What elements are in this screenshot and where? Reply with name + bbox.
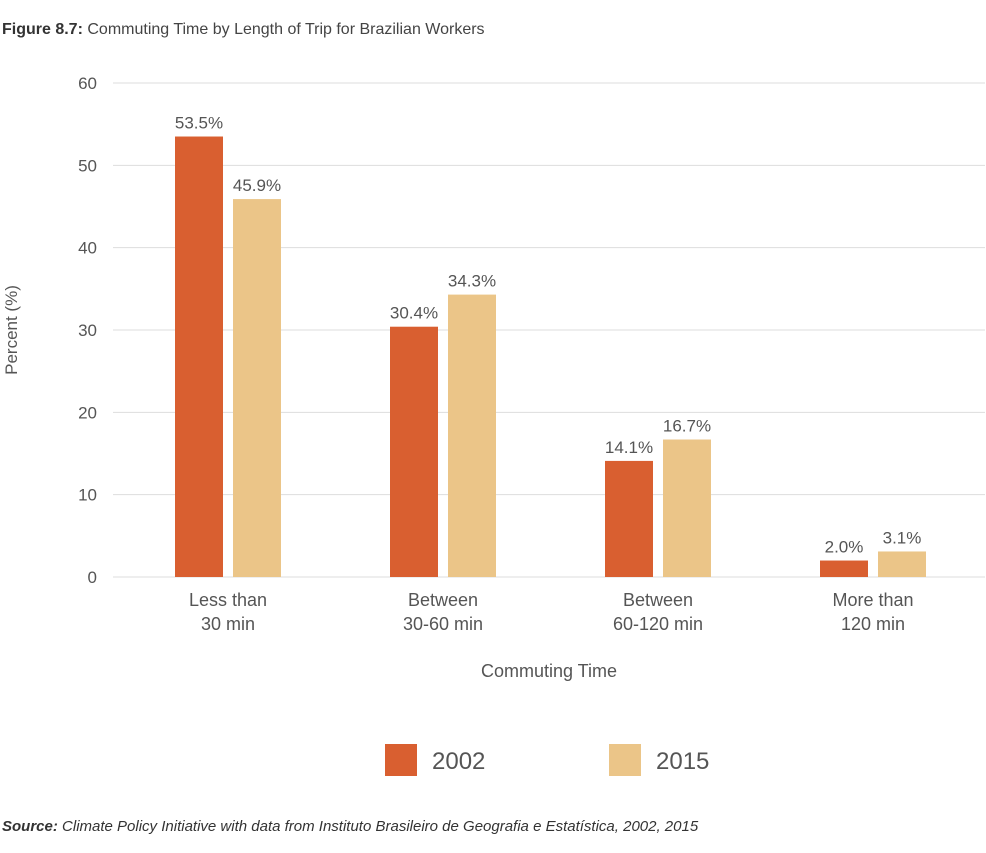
figure-title-text: Commuting Time by Length of Trip for Bra… [87, 21, 485, 38]
data-label-2002-3: 14.1% [605, 438, 653, 457]
source-note: Source: Climate Policy Initiative with d… [2, 818, 698, 835]
bar-2002-3 [605, 460, 653, 577]
data-label-2015-1: 45.9% [233, 176, 281, 195]
x-tick-label-line: Between [623, 590, 693, 610]
legend-swatch-2002 [385, 744, 417, 776]
legend: 2002 2015 [385, 744, 709, 776]
x-tick-label-1: Less than 30 min [189, 590, 267, 634]
bar-2015-3 [663, 439, 711, 577]
x-tick-label-line: Less than [189, 590, 267, 610]
bars [175, 136, 926, 577]
data-label-2002-4: 2.0% [825, 538, 864, 557]
x-tick-label-line: Between [408, 590, 478, 610]
y-tick-label-40: 40 [78, 239, 97, 258]
figure-title: Figure 8.7: Commuting Time by Length of … [2, 21, 485, 39]
bar-chart: 0 10 20 30 40 50 60 53.5% 45.9% 30.4% 34.3% 14.1% 1… [2, 74, 985, 776]
x-tick-label-line: 60-120 min [613, 614, 703, 634]
x-tick-label-2: Between 30-60 min [403, 590, 483, 634]
y-axis-ticks: 0 10 20 30 40 50 60 [78, 74, 97, 587]
bar-2015-4 [878, 551, 926, 577]
data-label-2002-2: 30.4% [390, 304, 438, 323]
data-label-2015-3: 16.7% [663, 417, 711, 436]
source-text: Climate Policy Initiative with data from… [62, 818, 699, 835]
y-tick-label-60: 60 [78, 74, 97, 93]
bar-2002-2 [390, 326, 438, 577]
source-label: Source: [2, 818, 58, 835]
data-label-2002-1: 53.5% [175, 114, 223, 133]
data-labels: 53.5% 45.9% 30.4% 34.3% 14.1% 16.7% 2.0% 3.1% [175, 114, 921, 557]
y-tick-label-30: 30 [78, 321, 97, 340]
x-tick-label-line: 120 min [841, 614, 905, 634]
y-tick-label-0: 0 [88, 568, 97, 587]
x-tick-label-line: 30-60 min [403, 614, 483, 634]
bar-2015-1 [233, 199, 281, 577]
bar-2002-1 [175, 136, 223, 577]
data-label-2015-4: 3.1% [883, 528, 922, 547]
y-tick-label-50: 50 [78, 156, 97, 175]
x-tick-label-line: More than [832, 590, 913, 610]
legend-label-2015: 2015 [656, 748, 709, 775]
x-tick-label-4: More than 120 min [832, 590, 913, 634]
x-axis-title: Commuting Time [481, 661, 617, 681]
y-axis-title: Percent (%) [2, 285, 21, 375]
legend-label-2002: 2002 [432, 748, 485, 775]
figure-label: Figure 8.7: [2, 21, 83, 38]
bar-2002-4 [820, 560, 868, 577]
data-label-2015-2: 34.3% [448, 272, 496, 291]
x-tick-label-3: Between 60-120 min [613, 590, 703, 634]
bar-2015-2 [448, 294, 496, 577]
y-tick-label-20: 20 [78, 403, 97, 422]
legend-swatch-2015 [609, 744, 641, 776]
y-tick-label-10: 10 [78, 486, 97, 505]
x-axis-ticks: Less than 30 min Between 30-60 min Between 60… [189, 590, 914, 634]
x-tick-label-line: 30 min [201, 614, 255, 634]
